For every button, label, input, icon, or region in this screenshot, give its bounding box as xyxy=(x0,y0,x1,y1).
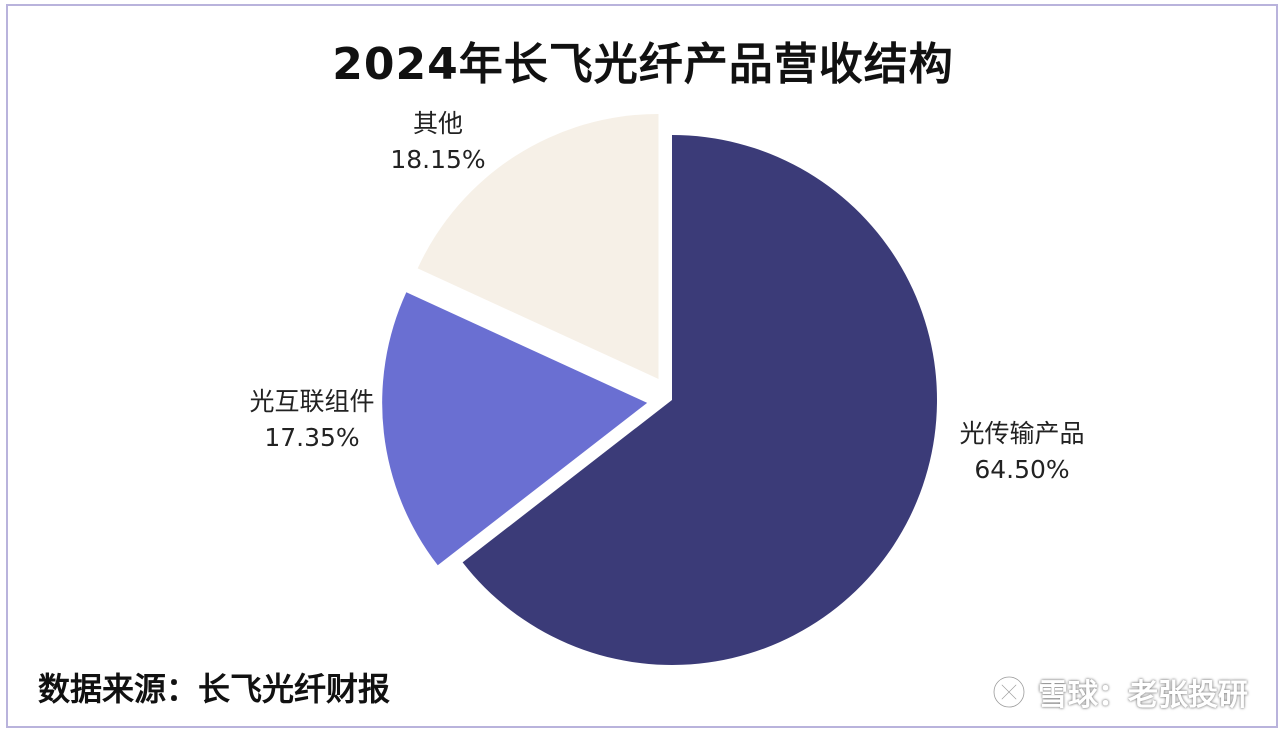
slice-percent-label: 18.15% xyxy=(390,145,485,174)
pie-slice-3 xyxy=(417,113,659,379)
chart-title: 2024年长飞光纤产品营收结构 xyxy=(332,39,954,90)
snowball-logo-icon xyxy=(992,675,1026,709)
slice-name-label: 光传输产品 xyxy=(959,419,1084,448)
slice-name-label: 光互联组件 xyxy=(249,387,374,416)
slice-name-label: 其他 xyxy=(413,109,463,138)
slice-percent-label: 17.35% xyxy=(264,423,359,452)
data-source-note: 数据来源：长飞光纤财报 xyxy=(38,670,391,708)
watermark-text: 雪球：老张投研 xyxy=(1038,678,1248,713)
pie-slice-1 xyxy=(462,135,937,666)
slice-percent-label: 64.50% xyxy=(974,455,1069,484)
pie-slice-2 xyxy=(382,292,648,566)
watermark: 雪球：老张投研 xyxy=(992,670,1248,714)
